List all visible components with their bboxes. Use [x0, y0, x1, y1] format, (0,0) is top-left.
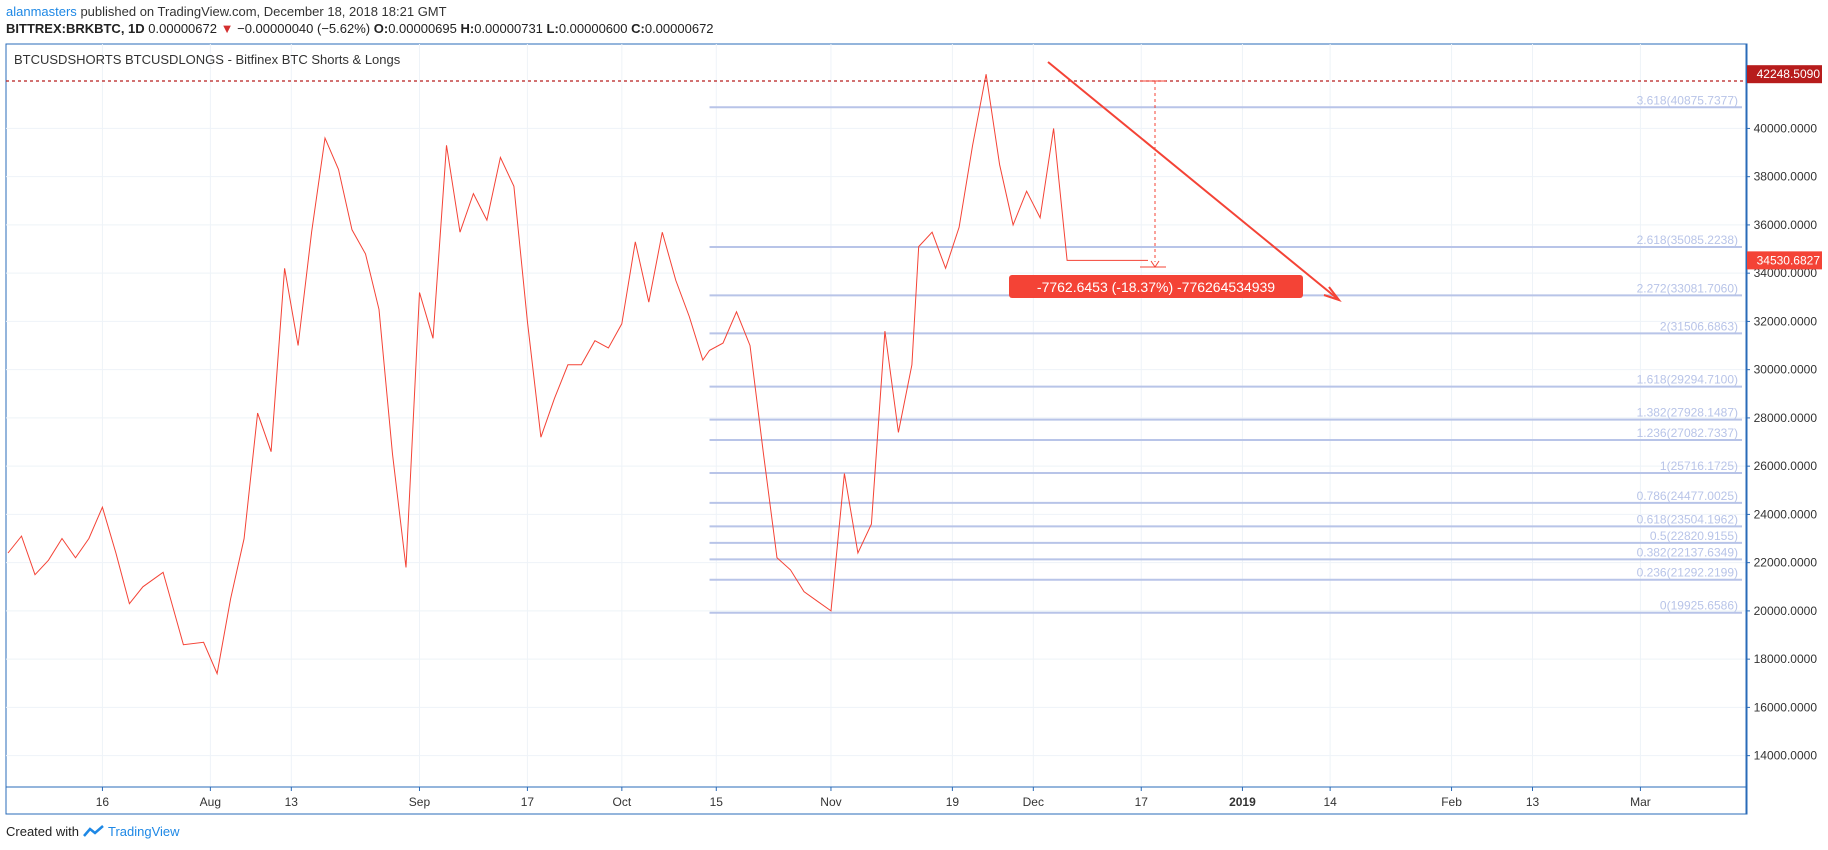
trend-line[interactable]: [1047, 61, 1340, 301]
fib-level-label: 1(25716.1725): [1660, 459, 1738, 473]
author-link[interactable]: alanmasters: [6, 4, 77, 19]
price-label-text: 34530.6827: [1757, 253, 1821, 267]
publication-line: alanmasters published on TradingView.com…: [6, 4, 447, 19]
price-label-box: [1747, 65, 1822, 84]
series-line: [7, 74, 1148, 676]
time-tick-label: 17: [521, 795, 535, 809]
fibonacci-extension[interactable]: 3.618(40875.7377) 2.618(35085.2238) 2.272(…: [709, 93, 1742, 614]
time-tick-label: Aug: [200, 795, 221, 809]
open-value: 0.00000695: [388, 21, 457, 36]
time-tick-label: 14: [1323, 795, 1337, 809]
fib-level-label: 2.618(35085.2238): [1637, 233, 1738, 247]
low-label: L:: [546, 21, 559, 36]
grid: [6, 44, 1746, 787]
price-label-text: 42248.5090: [1757, 67, 1821, 81]
time-tick-label: 16: [96, 795, 110, 809]
fib-level-label: 3.618(40875.7377): [1637, 93, 1738, 107]
price-tick-label: 18000.0000: [1754, 652, 1818, 666]
close-label: C:: [631, 21, 645, 36]
fib-level-label: 2(31506.6863): [1660, 319, 1738, 333]
time-tick-label: Oct: [613, 795, 632, 809]
price-tick-label: 24000.0000: [1754, 507, 1818, 521]
time-tick-label: Mar: [1630, 795, 1651, 809]
price-tick-label: 36000.0000: [1754, 218, 1818, 232]
price-tick-label: 26000.0000: [1754, 459, 1818, 473]
trend-arrow-head-icon: [1323, 286, 1342, 302]
price-tick-label: 40000.0000: [1754, 121, 1818, 135]
price-change: −0.00000040 (−5.62%): [237, 21, 371, 36]
tradingview-logo-icon: [82, 825, 104, 837]
created-with-text: Created with: [6, 824, 79, 839]
price-tick-label: 32000.0000: [1754, 314, 1818, 328]
time-tick-label: 17: [1135, 795, 1149, 809]
fib-level-label: 0.618(23504.1962): [1637, 512, 1738, 526]
chart-frame: [5, 43, 1748, 815]
tradingview-brand[interactable]: TradingView: [108, 824, 180, 839]
time-tick-label: 15: [710, 795, 724, 809]
fib-level-label: 0.382(22137.6349): [1637, 545, 1738, 559]
time-tick-label: Nov: [820, 795, 841, 809]
price-tick-label: 38000.0000: [1754, 170, 1818, 184]
measure-label: -7762.6453 (-18.37%) -776264534939: [1037, 279, 1275, 295]
fib-level-label: 2.272(33081.7060): [1637, 281, 1738, 295]
time-tick-label: Dec: [1023, 795, 1044, 809]
symbol-name: BITTREX:BRKBTC, 1D: [6, 21, 145, 36]
open-label: O:: [373, 21, 389, 36]
published-text: published on TradingView.com, December 1…: [80, 4, 447, 19]
time-tick-label: 13: [285, 795, 299, 809]
chart-title: BTCUSDSHORTS BTCUSDLONGS - Bitfinex BTC …: [14, 52, 401, 67]
price-tick-label: 16000.0000: [1754, 700, 1818, 714]
measure-label-box: [1009, 275, 1303, 298]
time-tick-label: 13: [1526, 795, 1540, 809]
time-tick-label: Sep: [409, 795, 431, 809]
symbol-line: BITTREX:BRKBTC, 1D 0.00000672 ▼ −0.00000…: [6, 21, 714, 36]
price-tick-label: 20000.0000: [1754, 604, 1818, 618]
price-tick-label: 30000.0000: [1754, 363, 1818, 377]
last-price: 0.00000672: [148, 21, 217, 36]
fib-level-label: 1.236(27082.7337): [1637, 426, 1738, 440]
price-tick-label: 14000.0000: [1754, 749, 1818, 763]
high-value: 0.00000731: [474, 21, 543, 36]
fib-level-label: 0.786(24477.0025): [1637, 489, 1738, 503]
high-label: H:: [460, 21, 475, 36]
price-tick-label: 22000.0000: [1754, 556, 1818, 570]
time-tick-label: 2019: [1229, 795, 1256, 809]
price-tick-label: 28000.0000: [1754, 411, 1818, 425]
fib-level-label: 0.236(21292.2199): [1637, 566, 1738, 580]
price-tick-label: 34000.0000: [1754, 266, 1818, 280]
fib-level-label: 0(19925.6586): [1660, 599, 1738, 613]
fib-level-label: 0.5(22820.9155): [1650, 529, 1738, 543]
fib-level-label: 1.382(27928.1487): [1637, 406, 1738, 420]
close-value: 0.00000672: [644, 21, 714, 36]
fib-level-label: 1.618(29294.7100): [1637, 373, 1738, 387]
low-value: 0.00000600: [558, 21, 628, 36]
measure-arrow-icon: [1150, 260, 1160, 268]
time-tick-label: Feb: [1441, 795, 1462, 809]
price-labels: 42248.5090 34530.6827: [1747, 65, 1822, 270]
price-label-box: [1747, 251, 1822, 270]
time-axis[interactable]: 16 Aug 13 Sep 17 Oct 15 Nov 19 Dec 17 2019 14 Feb 13 Ma…: [96, 787, 1651, 809]
price-axis[interactable]: 14000.0000 16000.0000 18000.0000 20000.0000…: [1746, 121, 1818, 763]
time-tick-label: 19: [946, 795, 960, 809]
down-arrow-icon: ▼: [220, 21, 234, 36]
footer: Created with TradingView: [6, 824, 180, 839]
